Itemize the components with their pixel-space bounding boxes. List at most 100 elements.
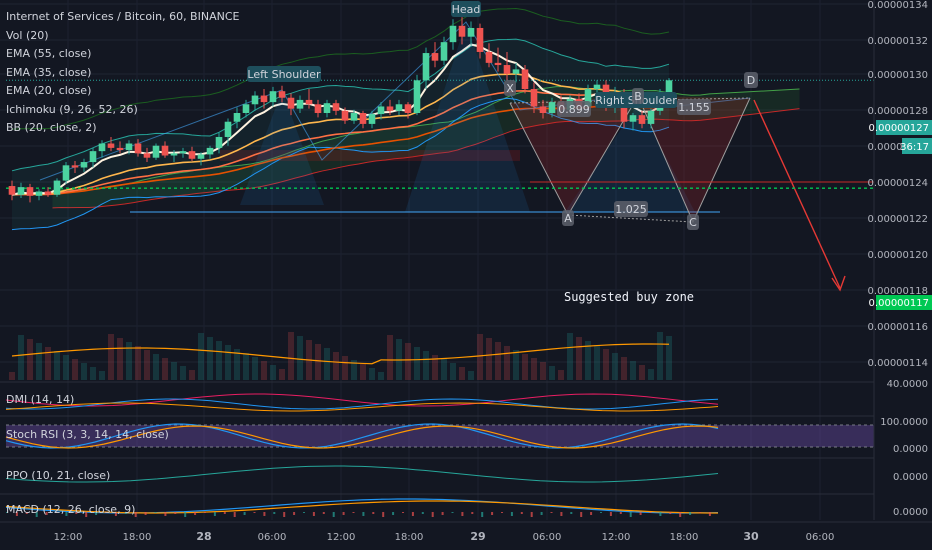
point-a-label-box xyxy=(562,210,574,226)
volume-bar xyxy=(513,350,519,380)
price-tick-label: 0.00000132 xyxy=(868,36,928,47)
candle-body xyxy=(395,104,403,111)
candles xyxy=(8,17,673,203)
bb-upper xyxy=(11,38,670,172)
macd-histogram xyxy=(708,512,711,516)
candle-body xyxy=(143,153,151,158)
projection-arrow-head xyxy=(831,275,846,292)
indicator-ichimoku[interactable]: Ichimoku (9, 26, 52, 26) xyxy=(6,102,138,116)
volume-bar xyxy=(315,344,321,380)
volume-bar xyxy=(18,335,24,380)
price-tick-label: 0.00000128 xyxy=(868,106,928,117)
indicator-ema35[interactable]: EMA (35, close) xyxy=(6,65,92,79)
volume-bar xyxy=(144,350,150,380)
time-axis[interactable]: 12:00 18:00 28 06:00 12:00 18:00 29 06:00 12:00 1… xyxy=(0,521,932,543)
volume-bar xyxy=(477,334,483,380)
candle-body xyxy=(188,151,196,159)
volume-bar xyxy=(99,371,105,380)
point-x-label-box xyxy=(504,80,516,96)
volume-bar xyxy=(378,372,384,380)
volume-bar xyxy=(234,349,240,380)
macd-histogram xyxy=(273,512,276,514)
head-area xyxy=(405,22,530,212)
time-tick-label: 28 xyxy=(196,530,211,543)
macd-histogram xyxy=(194,512,197,515)
candle-body xyxy=(170,153,178,156)
macd-histogram xyxy=(392,512,395,515)
indicator-ema55[interactable]: EMA (55, close) xyxy=(6,47,92,60)
macd-histogram xyxy=(85,512,88,517)
volume-bar xyxy=(216,341,222,380)
price-axis[interactable]: 0.00000134 0.00000132 0.00000130 0.00000128… xyxy=(868,0,932,550)
indicator-ema20[interactable]: EMA (20, close) xyxy=(6,84,92,97)
candle-body xyxy=(323,103,331,113)
indicator-vol[interactable]: Vol (20) xyxy=(6,28,49,42)
volume-bar xyxy=(153,354,159,380)
candle-body xyxy=(125,143,133,151)
candle-body xyxy=(107,143,115,148)
pane-label-macd[interactable]: MACD (12, 26, close, 9) xyxy=(6,503,136,516)
macd-histogram xyxy=(649,512,652,513)
candle-body xyxy=(341,110,349,121)
volume-bar xyxy=(117,338,123,380)
volume-bar xyxy=(288,332,294,380)
pane-label-dmi[interactable]: DMI (14, 14) xyxy=(6,393,75,406)
candle-body xyxy=(89,151,97,163)
point-x-label: X xyxy=(506,82,514,95)
volume-bar xyxy=(351,360,357,380)
price-tick-label: 0.00000120 xyxy=(868,250,928,261)
candle-body xyxy=(431,53,439,61)
volume-bar xyxy=(279,369,285,380)
candle-body xyxy=(665,80,673,96)
candle-body xyxy=(8,186,16,195)
macd-histogram xyxy=(431,512,434,517)
point-c-label-box xyxy=(687,214,699,230)
candle-body xyxy=(305,99,313,105)
candle-body xyxy=(80,162,88,168)
candle-body xyxy=(161,145,169,156)
harmonic-ac xyxy=(567,214,694,223)
candle-body xyxy=(278,91,286,98)
candle-body xyxy=(530,89,538,107)
candle-body xyxy=(467,27,475,37)
macd-histogram xyxy=(471,512,474,514)
macd-histogram xyxy=(55,512,58,513)
point-b-label-box xyxy=(632,88,644,104)
grid xyxy=(0,0,874,520)
fib-label-1: 0.899 xyxy=(558,103,590,116)
volume-bar xyxy=(72,359,78,380)
indicator-bb[interactable]: BB (20, close, 2) xyxy=(6,121,97,134)
volume-bar xyxy=(657,332,663,380)
candle-body xyxy=(53,180,61,195)
countdown-tag xyxy=(902,138,932,154)
candle-body xyxy=(593,84,601,90)
price-tick-label: 0.00000134 xyxy=(868,0,928,11)
macd-histogram xyxy=(600,512,602,513)
macd-histogram xyxy=(15,512,18,516)
pane-axis-label: 100.0000 xyxy=(880,417,928,428)
pane-axis-label: 0.0000 xyxy=(893,507,928,518)
volume-bar xyxy=(54,351,60,380)
pane-label-ppo[interactable]: PPO (10, 21, close) xyxy=(6,469,111,482)
macd-histogram xyxy=(639,512,642,515)
right-shoulder-area xyxy=(565,104,695,212)
candle-body xyxy=(224,121,232,137)
pane-label-stoch[interactable]: Stoch RSI (3, 3, 14, 14, close) xyxy=(6,428,169,441)
macd-histogram xyxy=(629,512,632,517)
tenkan-line xyxy=(11,43,670,196)
candle-body xyxy=(503,65,511,74)
ichimoku-span-b xyxy=(52,108,800,209)
candle-body xyxy=(485,51,493,63)
volume-bars xyxy=(9,332,672,380)
candle-body xyxy=(422,53,430,81)
ichimoku-red-cloud xyxy=(220,150,520,161)
volume-bar xyxy=(630,361,636,380)
macd-histogram xyxy=(501,512,503,513)
volume-bar xyxy=(468,371,474,380)
macd-histogram xyxy=(619,512,622,514)
macd-histogram xyxy=(253,512,256,513)
macd-histogram xyxy=(441,512,444,515)
volume-bar xyxy=(369,368,375,380)
volume-bar xyxy=(297,336,303,380)
macd-histogram xyxy=(204,512,206,513)
